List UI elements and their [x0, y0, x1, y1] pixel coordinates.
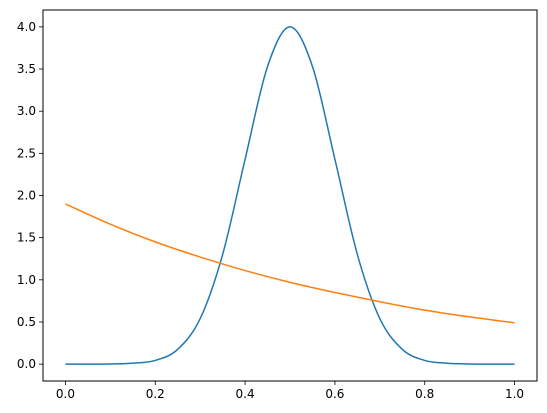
x-axis: 0.0 0.2 0.4 0.6 0.8 1.0 — [56, 381, 524, 401]
x-tick-label: 0.2 — [146, 387, 165, 401]
series-layer — [65, 26, 515, 365]
x-tick-label: 0.6 — [325, 387, 344, 401]
x-tick-label: 1.0 — [505, 387, 524, 401]
y-axis: 0.0 0.5 1.0 1.5 2.0 2.5 3.0 3.5 4.0 — [17, 20, 43, 371]
y-tick-label: 1.0 — [17, 273, 36, 287]
y-tick-label: 4.0 — [17, 20, 36, 34]
series-line-1 — [65, 26, 515, 365]
y-tick-label: 2.5 — [17, 146, 36, 160]
y-tick-label: 0.5 — [17, 315, 36, 329]
y-tick-label: 0.0 — [17, 357, 36, 371]
plot-area-frame — [42, 9, 538, 382]
x-tick-label: 0.4 — [236, 387, 255, 401]
x-tick-label: 0.0 — [56, 387, 75, 401]
y-tick-label: 1.5 — [17, 231, 36, 245]
y-tick-label: 2.0 — [17, 189, 36, 203]
x-tick-label: 0.8 — [415, 387, 434, 401]
y-tick-label: 3.5 — [17, 62, 36, 76]
series-line-2 — [65, 203, 515, 324]
y-tick-label: 3.0 — [17, 104, 36, 118]
